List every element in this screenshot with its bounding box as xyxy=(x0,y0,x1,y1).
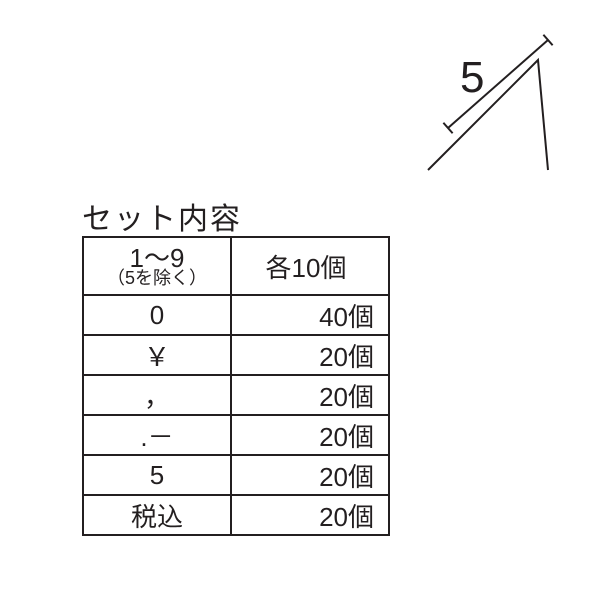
table-row: 0 40個 xyxy=(83,295,389,335)
table-header-left: 1～9 （5を除く） xyxy=(83,237,231,295)
triangle-outline xyxy=(428,60,548,170)
table-row: 1～9 （5を除く） 各10個 xyxy=(83,237,389,295)
dimension-label: 5 xyxy=(460,56,484,100)
table-cell-label: .－ xyxy=(83,415,231,455)
table-cell-label: 0 xyxy=(83,295,231,335)
table-cell-label: ， xyxy=(83,375,231,415)
table-row: 税込 20個 xyxy=(83,495,389,535)
table-cell-value: 40個 xyxy=(231,295,389,335)
table-cell-label: 税込 xyxy=(83,495,231,535)
table-row: ￥ 20個 xyxy=(83,335,389,375)
table-row: ， 20個 xyxy=(83,375,389,415)
table-cell-label: 5 xyxy=(83,455,231,495)
table-cell-value: 20個 xyxy=(231,455,389,495)
table-row: .－ 20個 xyxy=(83,415,389,455)
contents-table: 1～9 （5を除く） 各10個 0 40個 ￥ 20個 ， 20個 .－ 20個… xyxy=(82,236,390,536)
table-cell-label: ￥ xyxy=(83,335,231,375)
table-cell-value: 20個 xyxy=(231,415,389,455)
table-cell-value: 20個 xyxy=(231,495,389,535)
table-cell-value: 20個 xyxy=(231,335,389,375)
page-root: 5 セット内容 1～9 （5を除く） 各10個 0 40個 ￥ 20個 ， 20… xyxy=(0,0,600,600)
header-left-sub: （5を除く） xyxy=(90,269,224,287)
section-title: セット内容 xyxy=(82,194,242,238)
table-row: 5 20個 xyxy=(83,455,389,495)
table-header-right: 各10個 xyxy=(231,237,389,295)
table-cell-value: 20個 xyxy=(231,375,389,415)
